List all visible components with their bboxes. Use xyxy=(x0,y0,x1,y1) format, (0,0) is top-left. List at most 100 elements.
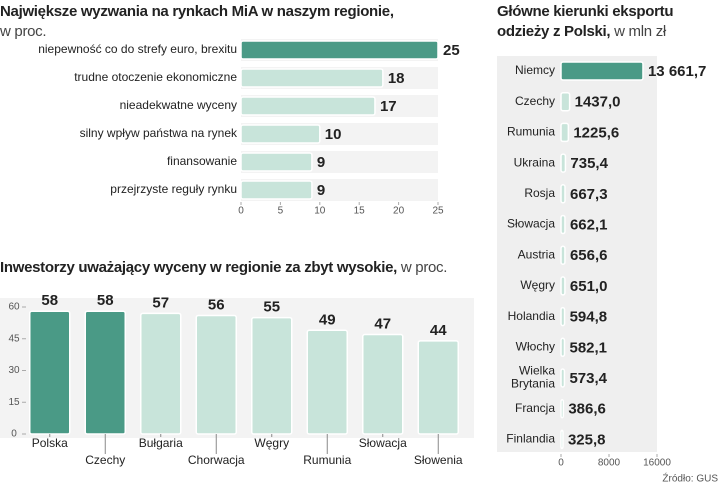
category-label: Ukraina xyxy=(514,155,556,169)
chart-title: Główne kierunki eksportu odzieży z Polsk… xyxy=(497,3,674,40)
x-tick-label: 8000 xyxy=(598,458,621,469)
bar xyxy=(560,214,566,235)
category-label: Węgry xyxy=(520,278,555,292)
value-label: 9 xyxy=(317,154,325,171)
category-label: Rumunia xyxy=(507,125,555,139)
value-label: 735,4 xyxy=(570,155,608,172)
source: Źródło: GUS xyxy=(662,472,718,485)
x-tick-label: Węgry xyxy=(254,436,289,450)
value-label: 386,6 xyxy=(568,401,606,418)
bar xyxy=(560,153,567,173)
subtitle: w proc. xyxy=(400,259,448,276)
y-tick-label: 30 xyxy=(8,365,20,376)
bar xyxy=(560,91,571,112)
bar xyxy=(240,152,313,172)
value-label: 58 xyxy=(41,292,58,309)
x-tick-label: Czechy xyxy=(85,453,125,467)
value-label: 47 xyxy=(374,315,391,332)
bar xyxy=(240,180,313,200)
category-label: silny wpływ państwa na rynek xyxy=(80,126,238,140)
value-label: 651,0 xyxy=(570,278,608,295)
bar xyxy=(140,312,182,435)
x-tick-label: Bułgaria xyxy=(139,436,183,450)
category-label: przejrzyste reguły rynku xyxy=(110,182,237,196)
x-tick-label: 0 xyxy=(238,206,244,217)
category-label: Wielka Brytania xyxy=(511,364,555,391)
value-label: 573,4 xyxy=(569,370,607,387)
bar xyxy=(362,333,404,435)
category-label: Rosja xyxy=(524,186,555,200)
x-tick-label: 20 xyxy=(393,206,405,217)
value-label: 17 xyxy=(380,98,397,115)
value-label: 656,6 xyxy=(570,247,608,264)
bar xyxy=(560,122,570,143)
value-label: 325,8 xyxy=(568,431,606,448)
bar xyxy=(195,314,237,435)
category-label: Austria xyxy=(518,247,556,261)
value-label: 1437,0 xyxy=(575,94,621,111)
title-block: Największe wyzwania na rynkach MiA w nas… xyxy=(0,2,480,42)
category-label: finansowanie xyxy=(167,154,237,168)
bar xyxy=(240,40,439,60)
value-label: 57 xyxy=(152,294,169,311)
bar xyxy=(240,96,376,116)
value-label: 582,1 xyxy=(569,339,607,356)
value-label: 49 xyxy=(319,311,336,328)
category-label: Finlandia xyxy=(506,432,555,446)
x-tick-label: 5 xyxy=(278,206,284,217)
title-block: Inwestorzy uważający wyceny w regionie z… xyxy=(0,258,490,278)
value-label: 9 xyxy=(317,182,325,199)
value-label: 594,8 xyxy=(570,309,608,326)
category-label: trudne otoczenie ekonomiczne xyxy=(74,70,237,84)
y-tick-label: 60 xyxy=(8,302,20,313)
x-tick-label: Chorwacja xyxy=(188,453,245,467)
value-label: 25 xyxy=(443,42,460,59)
value-label: 55 xyxy=(263,299,280,316)
x-tick-label: 10 xyxy=(314,206,326,217)
value-label: 56 xyxy=(208,296,225,313)
y-tick-label: 45 xyxy=(8,333,20,344)
value-label: 662,1 xyxy=(570,216,608,233)
bar xyxy=(560,398,565,419)
bar xyxy=(240,68,384,88)
category-label: Słowacja xyxy=(507,217,555,231)
chart-title: Największe wyzwania na rynkach MiA w nas… xyxy=(0,3,394,20)
bar xyxy=(560,306,566,327)
bar xyxy=(560,368,566,388)
bar xyxy=(560,245,566,265)
value-label: 10 xyxy=(325,126,342,143)
x-tick-label: Słowenia xyxy=(414,453,463,467)
bar xyxy=(560,429,564,450)
bar xyxy=(560,184,566,204)
value-label: 44 xyxy=(430,322,447,339)
category-label: Francja xyxy=(515,401,555,415)
category-label: niepewność co do strefy euro, brexitu xyxy=(38,42,237,56)
bar xyxy=(560,337,566,358)
bar xyxy=(251,316,293,435)
category-label: Czechy xyxy=(515,94,555,108)
x-tick-label: 25 xyxy=(432,206,444,217)
category-label: Włochy xyxy=(516,339,555,353)
bar xyxy=(560,61,644,81)
x-tick-label: Polska xyxy=(32,436,68,450)
bar xyxy=(240,124,321,144)
bar xyxy=(29,310,71,435)
subtitle: w mln zł xyxy=(614,23,666,40)
x-tick-label: 16000 xyxy=(643,458,671,469)
bar xyxy=(560,276,566,296)
panel xyxy=(497,56,657,452)
value-label: 1225,6 xyxy=(573,124,619,141)
x-tick-label: Rumunia xyxy=(303,453,351,467)
category-label: Niemcy xyxy=(515,63,555,77)
category-label: nieadekwatne wyceny xyxy=(120,98,237,112)
bar xyxy=(84,310,126,435)
value-label: 667,3 xyxy=(570,186,608,203)
y-tick-label: 15 xyxy=(8,397,20,408)
x-tick-label: Słowacja xyxy=(359,436,407,450)
title-block: Główne kierunki eksportu odzieży z Polsk… xyxy=(497,2,712,42)
bar xyxy=(306,329,348,435)
value-label: 18 xyxy=(388,70,405,87)
x-tick-label: 15 xyxy=(354,206,366,217)
subtitle: w proc. xyxy=(0,23,47,40)
